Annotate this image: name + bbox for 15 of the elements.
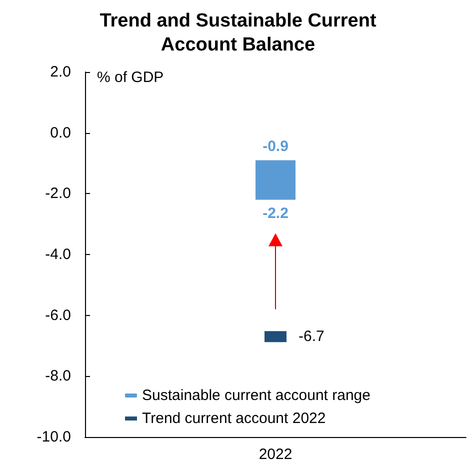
data-label: -6.7 <box>298 328 324 346</box>
y-tick-label: -4.0 <box>45 246 71 263</box>
legend-label: Sustainable current account range <box>142 387 370 404</box>
y-tick-label: -10.0 <box>36 428 71 446</box>
y-axis-title: % of GDP <box>97 69 164 86</box>
annotation: -2.2 <box>262 204 288 222</box>
annotation: -0.9 <box>262 138 288 156</box>
y-tick-label: 0.0 <box>50 124 71 142</box>
y-tick-label: 2.0 <box>50 64 71 80</box>
x-tick-label: 2022 <box>258 446 292 463</box>
y-tick-label: -2.0 <box>45 185 71 202</box>
y-tick-label: -8.0 <box>45 368 71 385</box>
chart-title: Trend and Sustainable Current Account Balance <box>100 10 377 56</box>
legend-label: Trend current account 2022 <box>142 410 326 427</box>
y-tick-label: -6.0 <box>45 306 71 324</box>
